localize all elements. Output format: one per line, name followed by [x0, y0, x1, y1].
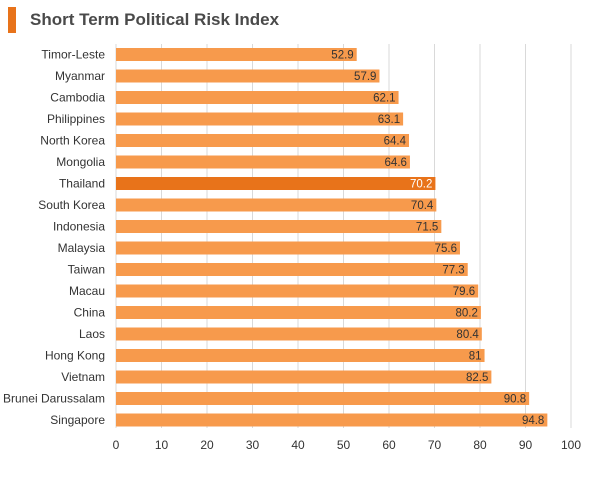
bars: 52.957.9 62.1 63.1 64.4 64.670.2 70.4 71.5 75.6…: [116, 48, 548, 427]
category-label: Taiwan: [68, 263, 105, 277]
bar-north-korea: [116, 134, 410, 147]
bar-malaysia: [116, 241, 460, 255]
bar-value-label: 71.5: [416, 222, 438, 234]
title-accent-bar: [8, 7, 16, 33]
category-label: Thailand: [59, 177, 105, 191]
category-label: Timor-Leste: [41, 48, 105, 62]
bar-macau: [116, 284, 479, 298]
bar-value-label: 80.2: [456, 308, 478, 320]
category-label: China: [74, 306, 106, 320]
category-label: North Korea: [40, 134, 105, 148]
bar-value-label: 57.9: [354, 71, 376, 83]
bar-mongolia: [116, 155, 410, 169]
bar-value-label: 82.5: [466, 372, 488, 384]
category-label: Cambodia: [50, 91, 105, 105]
bar-value-label: 70.2: [410, 179, 432, 191]
x-tick-label: 80: [473, 438, 487, 452]
gridlines: [115, 44, 572, 428]
bar-value-label: 52.9: [331, 50, 353, 62]
bar-value-label: 64.4: [384, 136, 407, 148]
category-label: Vietnam: [61, 370, 105, 384]
category-label: Philippines: [47, 112, 105, 126]
x-tick-label: 70: [428, 438, 442, 452]
bar-value-label: 75.6: [435, 243, 457, 255]
bar-myanmar: [116, 69, 380, 83]
bar-hong-kong: [116, 349, 485, 362]
x-tick-label: 30: [246, 438, 260, 452]
bar-philippines: [116, 112, 404, 126]
bar-china: [116, 306, 481, 319]
x-tick-label: 0: [113, 438, 120, 452]
bar-value-label: 90.8: [504, 394, 526, 406]
x-tick-label: 90: [519, 438, 533, 452]
x-tick-label: 10: [155, 438, 169, 452]
category-label: Indonesia: [53, 220, 105, 234]
x-tick-label: 60: [382, 438, 396, 452]
bar-value-label: 94.8: [522, 415, 544, 427]
bar-value-label: 77.3: [442, 265, 464, 277]
bar-cambodia: [116, 91, 399, 104]
category-label: Macau: [69, 284, 105, 298]
x-tick-label: 100: [561, 438, 581, 452]
bar-value-label: 81: [469, 351, 482, 363]
chart-header: Short Term Political Risk Index: [8, 6, 279, 34]
bar-value-label: 80.4: [456, 329, 479, 341]
bar-taiwan: [116, 263, 468, 276]
category-label: Hong Kong: [45, 349, 105, 363]
category-label: Singapore: [50, 413, 105, 427]
bar-value-label: 62.1: [373, 93, 395, 105]
bar-south-korea: [116, 198, 437, 212]
bar-thailand: [116, 177, 436, 190]
category-label: Laos: [79, 327, 105, 341]
x-tick-label: 40: [291, 438, 305, 452]
category-label: Mongolia: [56, 155, 105, 169]
bar-value-label: 64.6: [385, 157, 407, 169]
bar-brunei-darussalam: [116, 392, 530, 405]
chart-title: Short Term Political Risk Index: [30, 10, 280, 29]
bar-indonesia: [116, 220, 442, 233]
category-label: Myanmar: [55, 69, 105, 83]
bar-timor-leste: [116, 48, 357, 61]
category-label: Brunei Darussalam: [3, 392, 105, 406]
bar-value-label: 70.4: [411, 200, 434, 212]
x-axis-ticks: 0 10 20 30 40 50 60 70 80 90 100: [113, 438, 582, 452]
x-tick-label: 20: [200, 438, 214, 452]
category-labels: Timor-Leste Myanmar Cambodia Philippines Nor…: [3, 48, 105, 428]
x-tick-label: 50: [337, 438, 351, 452]
bar-vietnam: [116, 370, 492, 384]
bar-value-label: 79.6: [453, 286, 475, 298]
bar-singapore: [116, 413, 548, 427]
category-label: South Korea: [38, 198, 105, 212]
category-label: Malaysia: [58, 241, 106, 255]
bar-laos: [116, 327, 482, 341]
bar-value-label: 63.1: [378, 114, 400, 126]
